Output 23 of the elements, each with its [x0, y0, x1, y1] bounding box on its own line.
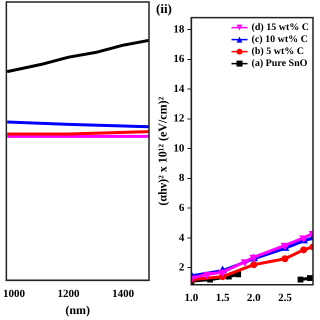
- legend-label: (b) 5 wt% C: [252, 46, 304, 58]
- y-tick-label: 6: [178, 202, 185, 214]
- x-tick-label: 1400: [112, 288, 135, 300]
- x-tick-label: 2.0: [246, 292, 262, 304]
- x-tick-label: 1000: [3, 288, 26, 300]
- y-tick-label: 8: [178, 172, 185, 184]
- legend-label: (d) 15 wt% C: [252, 22, 310, 34]
- y-tick-label: 12: [173, 112, 185, 125]
- x-tick-label: 2.5: [278, 292, 292, 304]
- x-axis-title: (nm): [65, 302, 90, 317]
- x-tick-label: 1200: [58, 288, 80, 300]
- x-tick-label: 1.0: [184, 292, 199, 304]
- chart-title: (ii): [156, 1, 172, 16]
- y-tick-label: 2: [178, 262, 185, 274]
- y-axis-title: (αhν)² x 10¹² (eV/cm)²: [155, 96, 170, 206]
- y-tick-label: 18: [173, 23, 185, 36]
- y-tick-label: 10: [173, 142, 185, 154]
- legend-label: (c) 10 wt% C: [252, 34, 308, 46]
- y-tick-label: 4: [178, 232, 185, 244]
- legend-label: (a) Pure SnO: [252, 58, 308, 70]
- y-tick-label: 14: [173, 82, 185, 95]
- y-tick-label: 16: [173, 53, 185, 66]
- x-tick-label: 1.5: [216, 292, 230, 304]
